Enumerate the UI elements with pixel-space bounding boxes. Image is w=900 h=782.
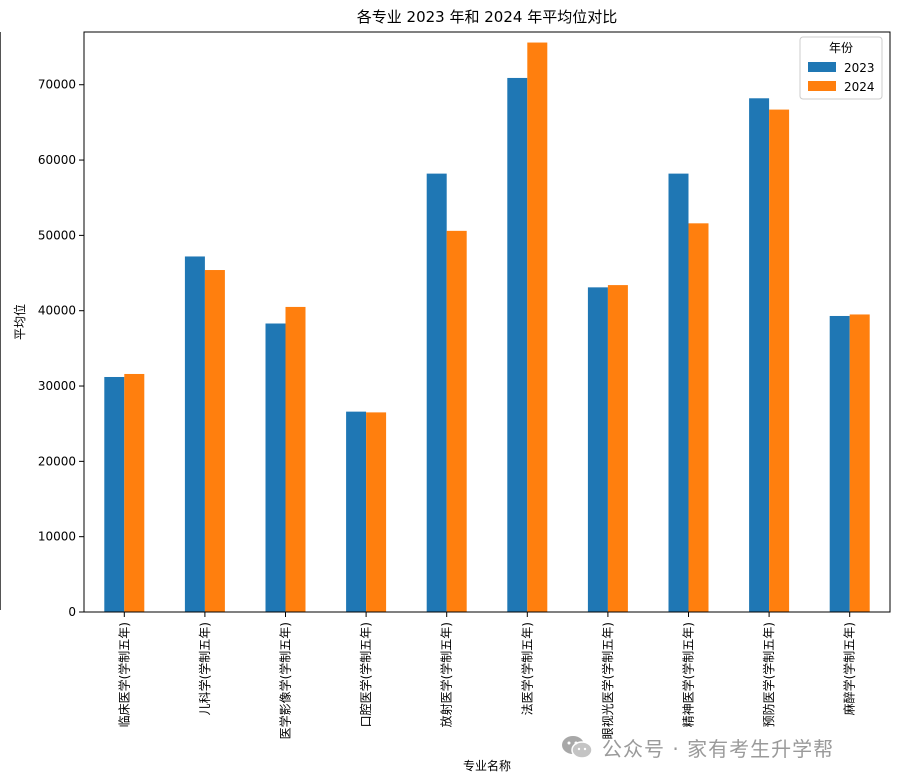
left-edge-rule	[0, 32, 1, 610]
bar-2024-1	[124, 373, 145, 612]
legend-title: 年份	[829, 41, 853, 55]
bar-2023-5	[426, 173, 447, 612]
x-tick-label: 临床医学(学制五年)	[116, 622, 131, 727]
plot-area: 0 10000 20000 30000 40000 50000 60000 70000 临床医学…	[38, 31, 891, 739]
y-tick-label: 50000	[38, 228, 76, 242]
bar-2023-1	[104, 376, 125, 612]
bar-2024-2	[204, 270, 225, 612]
x-tick-label: 精神医学(学制五年)	[681, 622, 696, 727]
y-tick-label: 30000	[38, 379, 76, 393]
bar-2023-2	[184, 256, 205, 612]
plot-frame	[83, 31, 891, 613]
bar-2024-4	[366, 412, 387, 612]
y-tick-label: 40000	[38, 304, 76, 318]
chart-title: 各专业 2023 年和 2024 年平均位对比	[357, 8, 617, 26]
x-tick-label: 儿科学(学制五年)	[197, 622, 212, 715]
y-tick-label: 70000	[38, 78, 76, 92]
bar-2023-7	[587, 287, 608, 612]
wechat-icon	[562, 736, 593, 759]
legend: 年份 2023 2024	[799, 36, 883, 100]
bar-2023-8	[668, 173, 689, 612]
bar-2024-7	[607, 285, 628, 612]
y-tick-label: 10000	[38, 530, 76, 544]
x-tick-label: 放射医学(学制五年)	[439, 622, 454, 727]
bar-2024-10	[849, 314, 870, 612]
legend-swatch-2024	[808, 81, 836, 91]
x-tick-label: 眼视光医学(学制五年)	[600, 622, 615, 739]
legend-label-2023: 2023	[844, 61, 875, 75]
x-tick-label: 口腔医学(学制五年)	[358, 622, 373, 727]
y-axis-label: 平均位	[12, 304, 27, 340]
x-axis-label: 专业名称	[463, 758, 511, 773]
bar-2024-8	[688, 223, 709, 612]
bar-2023-4	[346, 411, 367, 612]
bar-2024-9	[769, 109, 790, 613]
y-tick-label: 60000	[38, 153, 76, 167]
bar-2024-6	[527, 42, 548, 612]
legend-swatch-2023	[808, 62, 836, 72]
bar-2024-5	[446, 230, 467, 612]
bar-2023-3	[265, 323, 286, 612]
legend-label-2024: 2024	[844, 80, 875, 94]
x-tick-label: 医学影像学(学制五年)	[278, 622, 293, 739]
watermark-text: 公众号 · 家有考生升学帮	[602, 736, 835, 761]
bar-2023-6	[507, 77, 528, 612]
x-tick-label: 麻醉学(学制五年)	[842, 622, 857, 715]
bar-2023-10	[829, 315, 850, 612]
y-tick-label: 0	[68, 605, 76, 619]
x-tick-label: 预防医学(学制五年)	[761, 622, 776, 727]
bar-2023-9	[749, 98, 770, 613]
x-tick-label: 法医学(学制五年)	[519, 622, 534, 715]
y-tick-label: 20000	[38, 454, 76, 468]
bar-2024-3	[285, 306, 306, 612]
watermark: 公众号 · 家有考生升学帮	[560, 733, 834, 761]
